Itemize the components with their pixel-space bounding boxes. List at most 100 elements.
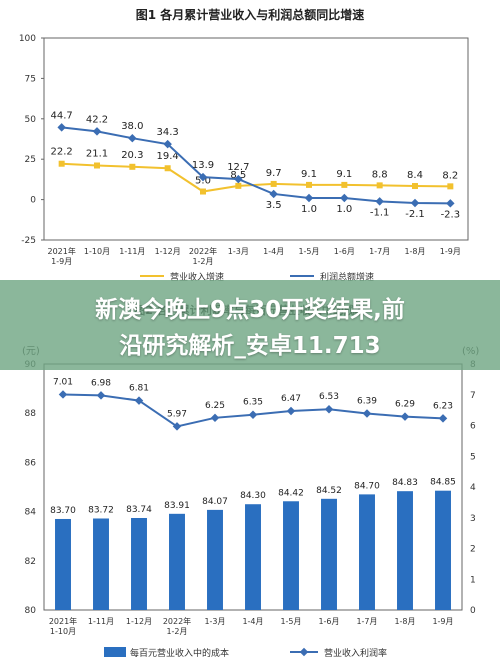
chart-2-line-label: 6.29 [395, 400, 415, 410]
chart-2-line-point [438, 414, 448, 423]
chart-2-line-label: 5.97 [167, 409, 187, 419]
chart-2-right-tick: 7 [470, 391, 476, 401]
watermark-line-2: 沿研究解析_安卓11.713 [119, 333, 381, 359]
chart-2-line-point [210, 413, 220, 423]
chart-1-data-label: 9.1 [336, 169, 352, 180]
chart-2-line-point [362, 409, 372, 418]
chart-1-y-tick: 25 [25, 155, 36, 165]
chart-1-point [446, 199, 455, 208]
chart-1-data-label: 42.2 [86, 114, 108, 125]
chart-1-x-tick: 1-6月 [334, 247, 355, 256]
chart-2-bar-label: 84.70 [354, 481, 380, 491]
chart-2-bar-label: 84.52 [316, 486, 342, 496]
chart-1-x-tick: 1-12月 [155, 247, 181, 256]
chart-1-x-tick: 1-4月 [263, 247, 284, 256]
chart-2-legend-line-label: 营业收入利润率 [324, 647, 387, 659]
chart-2-x-tick: 2022年 1-2月 [163, 616, 191, 636]
chart-2-line-point [96, 391, 106, 400]
chart-1: 图1 各月累计营业收入与利润总额同比增速 -25 0 25 50 75 100 2021年 1-… [19, 7, 469, 282]
chart-1-x-tick: 2021年 1-9月 [47, 246, 75, 266]
chart-1-series-line [61, 162, 451, 193]
chart-1-point [128, 133, 137, 143]
chart-1-y-tick: 100 [19, 34, 36, 44]
chart-2-legend-bar-label: 每百元营业收入中的成本 [130, 647, 229, 659]
chart-2-right-tick: 0 [470, 606, 476, 616]
chart-1-data-label: 1.0 [336, 204, 352, 215]
chart-2-bar-label: 83.72 [88, 505, 114, 515]
chart-1-point [306, 181, 312, 188]
chart-1-data-label: 19.4 [157, 151, 179, 162]
chart-1-x-tick: 1-10月 [84, 247, 110, 256]
chart-2-line-label: 6.53 [319, 392, 339, 402]
chart-2-bar-label: 83.70 [50, 506, 76, 516]
chart-2-line-point [324, 404, 334, 414]
chart-2-right-tick: 2 [470, 545, 476, 555]
chart-2-bar-label: 84.85 [430, 478, 456, 488]
chart-1-data-label: 8.2 [442, 170, 458, 181]
chart-1-data-label: -2.1 [405, 209, 425, 220]
chart-2-line-label: 6.35 [243, 398, 263, 408]
chart-1-point [375, 197, 384, 206]
chart-2-bar [397, 491, 413, 610]
chart-1-point [163, 139, 172, 149]
chart-1-point [304, 193, 314, 203]
chart-2-legend-line-marker [299, 647, 309, 657]
chart-2-x-tick: 1-5月 [280, 617, 301, 626]
chart-2-left-tick: 84 [25, 508, 37, 518]
chart-2-line-label: 6.47 [281, 394, 301, 404]
chart-1-data-label: 8.4 [407, 170, 423, 181]
chart-2-bar-label: 84.07 [202, 497, 228, 507]
chart-1-y-tick: -25 [21, 236, 36, 246]
chart-1-point [164, 165, 171, 172]
chart-2-bar [359, 494, 375, 610]
chart-1-series-line [61, 126, 451, 205]
chart-1-x-tick: 1-8月 [404, 247, 425, 256]
chart-1-data-label: -1.1 [370, 207, 390, 218]
chart-2-right-tick: 3 [470, 514, 476, 524]
chart-1-x-tick: 1-3月 [228, 247, 249, 256]
chart-1-data-label: 9.7 [266, 168, 282, 179]
chart-1-data-label: -2.3 [441, 209, 461, 220]
chart-2-line-point [286, 406, 296, 416]
chart-2-x-tick: 2021年 1-10月 [49, 616, 77, 636]
chart-1-data-label: 12.7 [227, 162, 249, 173]
chart-1-data-label: 44.7 [51, 110, 73, 121]
watermark-line-1: 新澳今晚上9点30开奖结果,前 [95, 297, 405, 323]
chart-1-point [92, 127, 102, 136]
chart-1-point [200, 188, 206, 195]
chart-2-bar-label: 84.83 [392, 478, 418, 488]
chart-1-point [234, 174, 243, 184]
chart-2-left-tick: 88 [25, 409, 37, 419]
chart-1-point [412, 183, 418, 190]
chart-2-bar-label: 83.91 [164, 501, 190, 511]
chart-2-line-label: 6.81 [129, 384, 149, 394]
chart-2-line-label: 6.23 [433, 401, 453, 411]
chart-1-point [447, 183, 454, 190]
chart-2-bar [169, 513, 185, 610]
chart-1-data-label: 1.0 [301, 204, 317, 215]
chart-1-data-label: 34.3 [157, 127, 179, 138]
chart-2-bar [321, 498, 337, 610]
chart-1-data-label: 3.5 [266, 200, 282, 211]
chart-1-legend-label: 营业收入增速 [170, 271, 224, 282]
chart-1-y-tick: 50 [25, 115, 37, 125]
chart-1-data-label: 13.9 [192, 160, 214, 171]
chart-2-bar [131, 517, 147, 610]
watermark-title: 新澳今晚上9点30开奖结果,前 沿研究解析_安卓11.713 [0, 292, 500, 364]
chart-1-point [235, 182, 242, 189]
chart-1-data-label: 22.2 [51, 147, 73, 158]
chart-1-point [340, 193, 349, 203]
chart-2-line-point [400, 412, 410, 421]
chart-2-line-label: 6.98 [91, 378, 111, 388]
chart-2-right-tick: 4 [470, 483, 476, 493]
chart-1-point [57, 123, 66, 132]
chart-2-bar [207, 509, 223, 610]
chart-2-left-tick: 86 [25, 458, 37, 468]
chart-1-legend-label: 利润总额增速 [320, 271, 374, 282]
chart-1-y-tick: 0 [30, 196, 36, 206]
chart-2-line-point [58, 390, 68, 399]
chart-2-bar [435, 490, 451, 610]
chart-1-point [94, 162, 100, 169]
chart-2-line-label: 6.25 [205, 401, 225, 411]
chart-2-right-tick: 5 [470, 452, 476, 462]
